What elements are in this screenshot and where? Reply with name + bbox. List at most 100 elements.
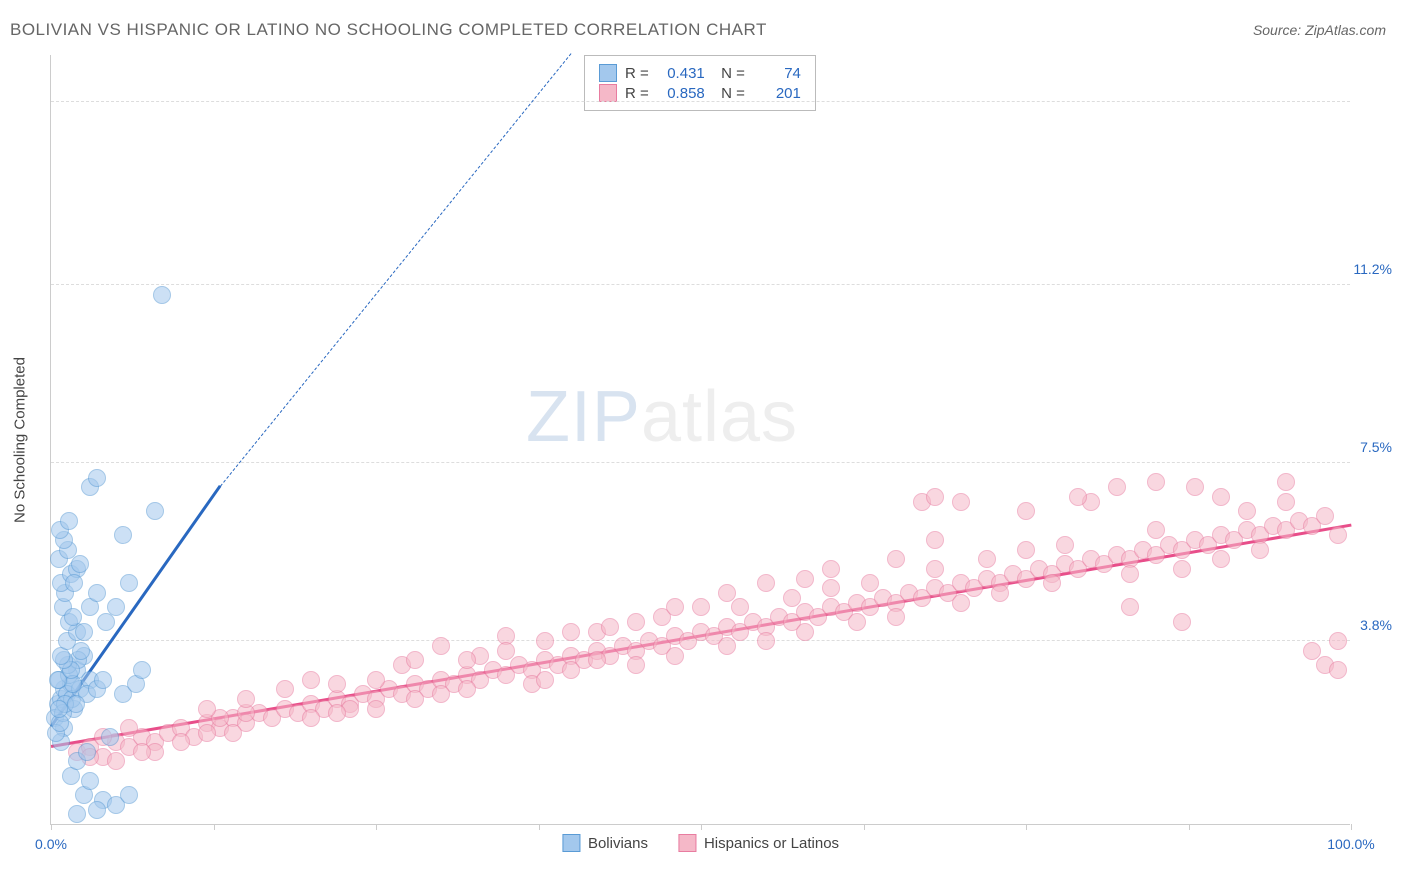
data-point	[536, 671, 554, 689]
data-point	[1043, 574, 1061, 592]
legend-label: Hispanics or Latinos	[704, 835, 839, 852]
data-point	[1329, 661, 1347, 679]
data-point	[1277, 473, 1295, 491]
data-point	[153, 286, 171, 304]
data-point	[1316, 507, 1334, 525]
data-point	[120, 719, 138, 737]
data-point	[60, 512, 78, 530]
data-point	[1329, 632, 1347, 650]
x-tick	[701, 824, 702, 830]
n-value: 201	[753, 85, 801, 102]
data-point	[328, 675, 346, 693]
data-point	[1277, 493, 1295, 511]
data-point	[536, 632, 554, 650]
data-point	[328, 704, 346, 722]
gridline	[51, 462, 1350, 463]
data-point	[71, 555, 89, 573]
data-point	[627, 656, 645, 674]
x-tick	[1351, 824, 1352, 830]
data-point	[406, 690, 424, 708]
data-point	[50, 700, 68, 718]
data-point	[133, 661, 151, 679]
watermark-zip: ZIP	[526, 377, 641, 457]
r-value: 0.431	[657, 65, 705, 82]
data-point	[1329, 526, 1347, 544]
r-value: 0.858	[657, 85, 705, 102]
data-point	[796, 623, 814, 641]
data-point	[1238, 502, 1256, 520]
data-point	[757, 632, 775, 650]
data-point	[367, 700, 385, 718]
data-point	[81, 772, 99, 790]
data-point	[822, 579, 840, 597]
data-point	[1121, 565, 1139, 583]
data-point	[107, 598, 125, 616]
data-point	[94, 671, 112, 689]
trendline	[220, 53, 572, 487]
gridline	[51, 284, 1350, 285]
data-point	[1186, 478, 1204, 496]
data-point	[978, 550, 996, 568]
data-point	[588, 651, 606, 669]
data-point	[1108, 478, 1126, 496]
gridline	[51, 101, 1350, 102]
chart-title: BOLIVIAN VS HISPANIC OR LATINO NO SCHOOL…	[10, 20, 767, 40]
data-point	[78, 743, 96, 761]
n-label: N =	[713, 85, 745, 102]
data-point	[692, 598, 710, 616]
legend-item: Bolivians	[562, 834, 648, 852]
data-point	[1017, 541, 1035, 559]
data-point	[861, 574, 879, 592]
swatch-icon	[599, 64, 617, 82]
data-point	[1303, 642, 1321, 660]
data-point	[666, 647, 684, 665]
data-point	[75, 623, 93, 641]
x-tick	[1026, 824, 1027, 830]
data-point	[367, 671, 385, 689]
data-point	[302, 671, 320, 689]
x-tick	[864, 824, 865, 830]
data-point	[783, 589, 801, 607]
data-point	[146, 502, 164, 520]
data-point	[101, 728, 119, 746]
legend: Bolivians Hispanics or Latinos	[562, 834, 839, 852]
data-point	[107, 752, 125, 770]
data-point	[68, 805, 86, 823]
data-point	[172, 733, 190, 751]
y-tick-label: 7.5%	[1342, 439, 1392, 455]
data-point	[848, 613, 866, 631]
swatch-icon	[678, 834, 696, 852]
n-label: N =	[713, 65, 745, 82]
data-point	[1173, 560, 1191, 578]
data-point	[1173, 613, 1191, 631]
n-value: 74	[753, 65, 801, 82]
data-point	[887, 608, 905, 626]
data-point	[666, 598, 684, 616]
data-point	[1147, 473, 1165, 491]
x-tick-label: 100.0%	[1327, 836, 1374, 852]
data-point	[718, 584, 736, 602]
data-point	[562, 623, 580, 641]
x-tick	[1189, 824, 1190, 830]
data-point	[731, 598, 749, 616]
chart-area: No Schooling Completed ZIPatlas R =0.431…	[50, 55, 1390, 825]
data-point	[88, 801, 106, 819]
data-point	[237, 690, 255, 708]
data-point	[926, 488, 944, 506]
data-point	[822, 560, 840, 578]
data-point	[627, 613, 645, 631]
x-tick	[214, 824, 215, 830]
y-tick-label: 3.8%	[1342, 617, 1392, 633]
data-point	[718, 637, 736, 655]
data-point	[458, 651, 476, 669]
data-point	[1017, 502, 1035, 520]
data-point	[458, 680, 476, 698]
data-point	[133, 743, 151, 761]
swatch-icon	[562, 834, 580, 852]
swatch-icon	[599, 84, 617, 102]
data-point	[88, 584, 106, 602]
data-point	[757, 574, 775, 592]
x-tick	[51, 824, 52, 830]
y-tick-label: 11.2%	[1342, 261, 1392, 277]
x-tick	[539, 824, 540, 830]
